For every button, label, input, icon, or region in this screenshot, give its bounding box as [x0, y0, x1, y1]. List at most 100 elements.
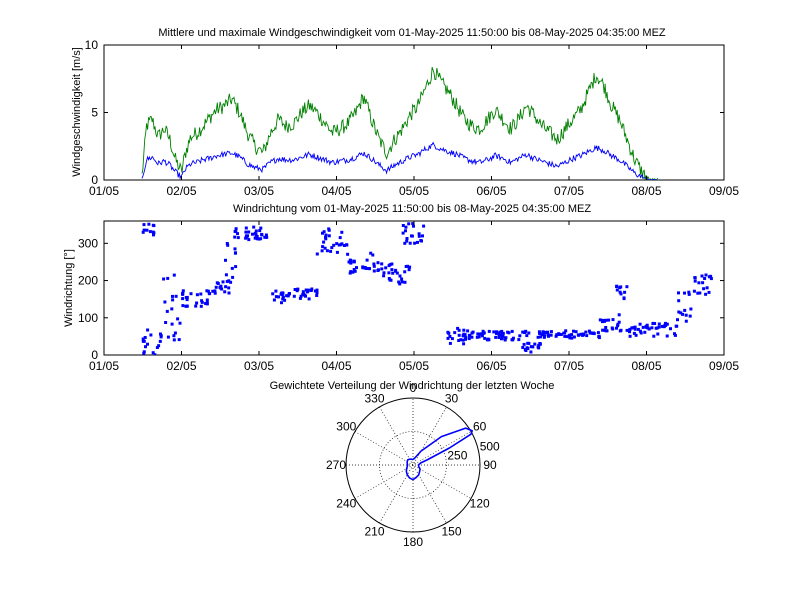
polar-angle-label: 180	[403, 535, 423, 549]
direction-point	[142, 223, 146, 227]
direction-point	[521, 330, 525, 334]
direction-point	[676, 318, 679, 322]
direction-point	[395, 271, 399, 275]
direction-point	[462, 342, 466, 346]
direction-point	[462, 328, 466, 332]
direction-point	[170, 307, 174, 311]
direction-point	[382, 271, 386, 275]
direction-point	[205, 301, 209, 305]
direction-point	[257, 237, 261, 241]
direction-point	[601, 320, 604, 324]
direction-point	[144, 345, 147, 349]
direction-point	[527, 341, 531, 345]
direction-point	[567, 334, 571, 338]
polar-panel: Gewichtete Verteilung der Windrichtung d…	[270, 380, 555, 549]
direction-point	[604, 326, 608, 329]
direction-point	[339, 243, 343, 247]
direction-point	[616, 324, 620, 328]
direction-point	[281, 291, 285, 295]
direction-point	[320, 249, 324, 253]
direction-point	[214, 285, 218, 289]
direction-point	[459, 338, 463, 342]
direction-point	[195, 293, 199, 297]
direction-point	[234, 227, 238, 231]
direction-point	[411, 222, 415, 226]
direction-point	[628, 327, 632, 331]
direction-point	[581, 332, 585, 336]
direction-point	[500, 334, 504, 338]
direction-point	[568, 336, 572, 340]
direction-point	[171, 294, 174, 298]
direction-point	[701, 281, 705, 285]
direction-point	[146, 328, 150, 332]
direction-point	[704, 273, 708, 277]
direction-point	[349, 270, 353, 274]
direction-point	[369, 251, 373, 255]
direction-point	[401, 224, 405, 227]
direction-point	[313, 289, 317, 293]
direction-point	[457, 339, 461, 342]
direction-x-tick-label: 04/05	[321, 359, 351, 373]
direction-point	[200, 300, 204, 304]
direction-point	[407, 222, 411, 226]
direction-point	[408, 241, 412, 245]
direction-point	[153, 353, 157, 355]
direction-point	[340, 230, 344, 234]
direction-point	[164, 321, 168, 324]
direction-point	[693, 279, 697, 283]
direction-point	[536, 335, 540, 339]
direction-point	[147, 222, 151, 226]
direction-point	[335, 250, 339, 254]
direction-point	[332, 243, 336, 247]
direction-point	[523, 348, 527, 351]
direction-point	[417, 234, 421, 238]
direction-x-axis: 01/05 02/05 03/05 04/05 05/05 06/05 07/05 08/05…	[89, 221, 739, 373]
direction-point	[372, 262, 376, 266]
direction-point	[280, 301, 283, 305]
direction-point	[404, 225, 408, 229]
direction-point	[446, 330, 450, 334]
speed-chart-title: Mittlere und maximale Windgeschwindigkei…	[158, 27, 666, 39]
direction-point	[688, 314, 692, 318]
direction-point	[265, 235, 269, 239]
polar-radius-label: 250	[447, 448, 467, 462]
direction-point	[562, 331, 566, 335]
direction-point	[263, 235, 267, 239]
polar-series-line	[405, 427, 474, 481]
direction-point	[352, 260, 356, 264]
direction-point	[142, 228, 146, 232]
direction-point	[625, 328, 629, 332]
direction-point	[633, 325, 637, 329]
direction-point	[527, 331, 531, 335]
direction-x-tick-label: 03/05	[244, 359, 274, 373]
direction-point	[377, 268, 380, 272]
direction-point	[537, 346, 541, 350]
direction-point	[244, 230, 248, 234]
direction-point	[189, 292, 193, 296]
direction-point	[307, 297, 311, 301]
direction-point	[477, 335, 481, 339]
direction-point	[152, 231, 156, 235]
direction-point	[234, 230, 238, 234]
direction-point	[398, 274, 402, 278]
direction-point	[570, 336, 574, 340]
direction-point	[511, 336, 515, 340]
direction-point	[696, 291, 700, 295]
direction-point	[466, 329, 470, 333]
speed-series-line-0	[141, 66, 659, 180]
direction-point	[526, 347, 530, 351]
direction-point	[456, 326, 460, 330]
polar-angle-label: 270	[326, 458, 346, 472]
direction-y-axis: 0 100 200 300	[78, 236, 724, 362]
direction-point	[304, 294, 307, 298]
direction-point	[224, 258, 227, 262]
direction-point	[158, 339, 162, 343]
direction-point	[304, 288, 308, 292]
direction-point	[673, 333, 677, 337]
direction-point	[521, 346, 525, 349]
direction-point	[361, 266, 365, 270]
direction-point	[166, 335, 170, 339]
direction-point	[244, 226, 248, 230]
direction-point	[707, 290, 711, 294]
direction-point	[184, 296, 188, 299]
